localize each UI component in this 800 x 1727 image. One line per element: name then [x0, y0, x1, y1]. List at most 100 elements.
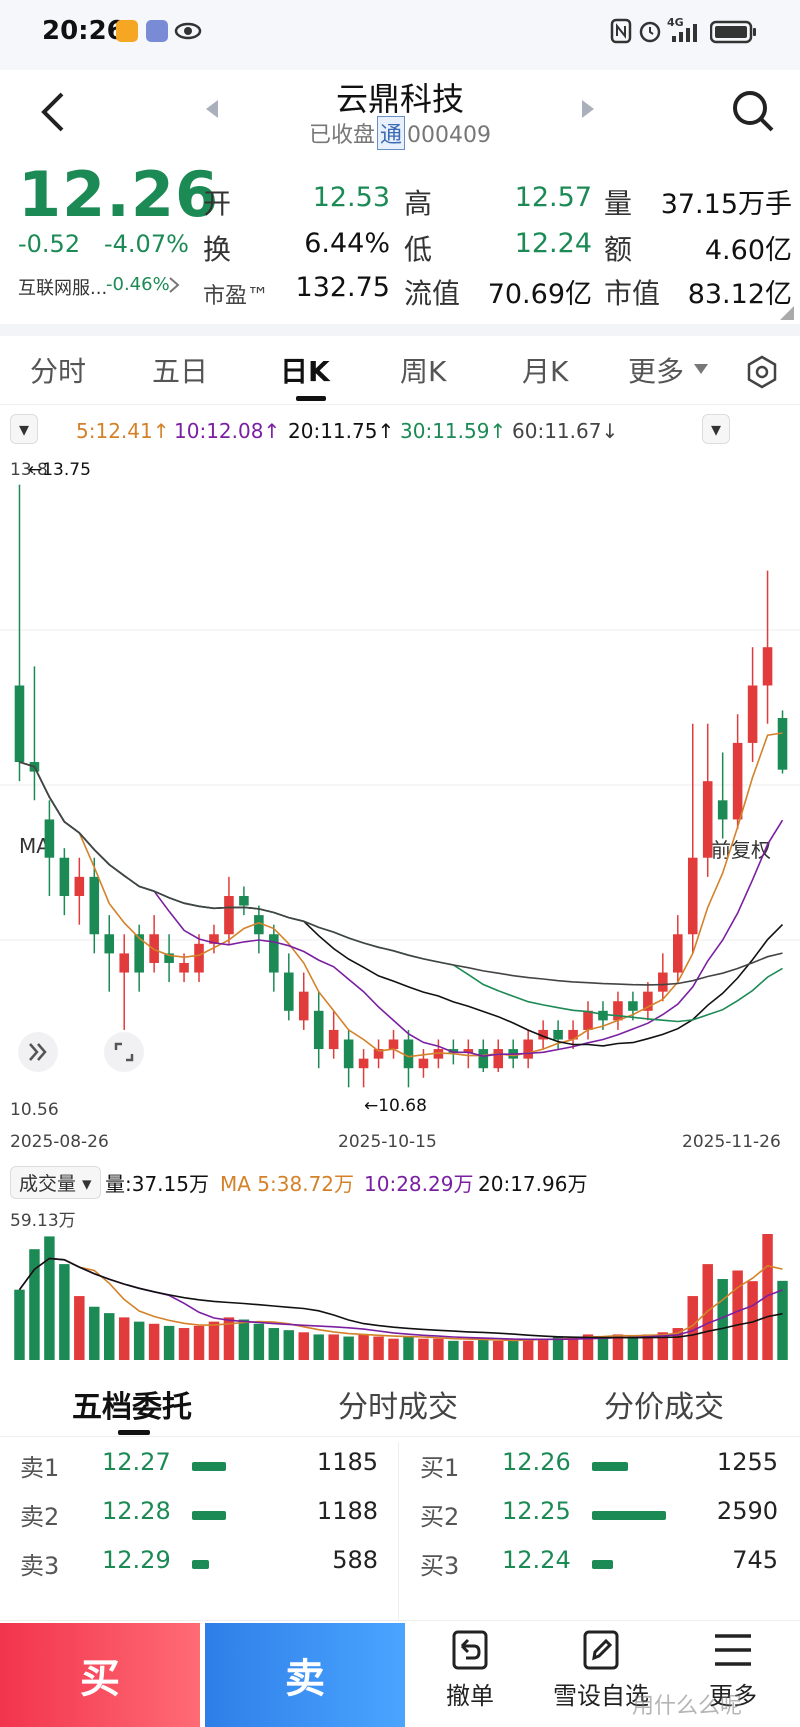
eye-icon: [174, 22, 202, 40]
candle-body: [433, 1049, 444, 1059]
date-label-end: 2025-11-26: [682, 1132, 781, 1152]
volume-bar: [238, 1319, 250, 1360]
ma20-line: [19, 761, 784, 1047]
volume-bar: [148, 1323, 160, 1360]
candle-body: [89, 876, 100, 935]
candle-body: [104, 934, 115, 954]
volume-ma20-line: [18, 1257, 783, 1339]
tab-weekly-k[interactable]: 周K: [400, 355, 447, 388]
tab-price-trades[interactable]: 分价成交: [604, 1390, 724, 1425]
tab-tick-trades[interactable]: 分时成交: [338, 1390, 458, 1425]
buy-level-1[interactable]: 买1 12.26 1255: [420, 1448, 790, 1488]
candle-body: [358, 1058, 369, 1069]
candle-body: [777, 718, 788, 770]
tab-more[interactable]: 更多: [628, 355, 685, 388]
candle-body: [403, 1039, 414, 1069]
watchlist-button[interactable]: 雪设自选: [536, 1630, 666, 1711]
volume-bar: [208, 1321, 220, 1360]
candle-body: [388, 1039, 399, 1050]
fast-forward-button[interactable]: [18, 1032, 58, 1072]
volume-label: 量: [604, 187, 633, 220]
sell-level-2[interactable]: 卖2 12.28 1188: [20, 1497, 390, 1537]
volume-selector[interactable]: 成交量 ▾: [10, 1166, 101, 1199]
fullscreen-button[interactable]: [104, 1032, 144, 1072]
volume-bar: [133, 1321, 145, 1360]
adjust-selector[interactable]: 前复权 ▾: [702, 414, 771, 862]
back-icon[interactable]: [38, 90, 68, 134]
volume-bar: [657, 1332, 669, 1360]
sector-name[interactable]: 互联网服...: [18, 278, 108, 299]
sell-button[interactable]: 卖: [205, 1623, 405, 1727]
volume-chart[interactable]: [0, 1200, 800, 1364]
next-stock-icon[interactable]: [580, 98, 596, 120]
chart-bottom-price: 10.56: [10, 1100, 59, 1120]
settings-hex-icon[interactable]: [744, 354, 780, 390]
stock-name: 云鼎科技: [335, 80, 464, 118]
volume-bar: [762, 1234, 773, 1360]
cancel-order-label: 撤单: [446, 1682, 494, 1710]
stock-header: 云鼎科技 已收盘通 000409: [0, 70, 800, 160]
price-change-pct: -4.07%: [104, 230, 189, 258]
kline-chart[interactable]: [0, 455, 800, 1115]
volume-bar: [642, 1334, 654, 1360]
status-bar: 20:26 4G: [0, 0, 800, 70]
sell-level-bar: [192, 1560, 209, 1569]
tab-intraday[interactable]: 分时: [30, 355, 87, 388]
buy-button[interactable]: 买: [0, 1623, 200, 1727]
sell-level-label: 卖2: [20, 1503, 60, 1531]
candle-body: [164, 953, 174, 963]
volume-ma5-line: [18, 1257, 783, 1342]
chevron-right-icon[interactable]: [168, 276, 180, 294]
ma-selector[interactable]: MA ▾: [10, 414, 50, 858]
volume-bar: [14, 1289, 25, 1360]
volume-bar: [373, 1336, 384, 1360]
volume-bar: [44, 1236, 55, 1360]
sell-level-1[interactable]: 卖1 12.27 1185: [20, 1448, 390, 1488]
notification-icon: [116, 20, 138, 42]
candle-body: [194, 943, 204, 973]
sell-level-label: 卖1: [20, 1454, 60, 1482]
candle-body: [209, 934, 219, 944]
buy-level-2[interactable]: 买2 12.25 2590: [420, 1497, 790, 1537]
candle-body: [613, 1001, 623, 1021]
candle-body: [59, 857, 70, 896]
buy-level-3[interactable]: 买3 12.24 745: [420, 1546, 790, 1586]
caret-down-icon[interactable]: [694, 364, 708, 374]
search-icon[interactable]: [730, 88, 776, 134]
prev-stock-icon[interactable]: [204, 98, 220, 120]
cancel-order-button[interactable]: 撤单: [405, 1630, 535, 1711]
menu-icon: [715, 1634, 751, 1666]
sell-level-qty: 1188: [316, 1497, 378, 1525]
sell-level-3[interactable]: 卖3 12.29 588: [20, 1546, 390, 1586]
ma10-value: 10:12.08↑: [174, 419, 281, 443]
volume-bar: [777, 1280, 788, 1360]
tab-five-day[interactable]: 五日: [152, 355, 209, 388]
ma60-value: 60:11.67↓: [512, 419, 619, 443]
volume-bar: [223, 1317, 235, 1360]
nfc-icon: [610, 18, 632, 44]
candle-body: [463, 1049, 474, 1053]
candle-body: [328, 1029, 339, 1050]
high-label: 高: [404, 187, 433, 220]
volume-bar: [433, 1338, 444, 1360]
candle-body: [343, 1039, 354, 1069]
volume-bar: [59, 1264, 70, 1360]
volume-bar: [687, 1296, 698, 1360]
volume-bar: [732, 1270, 743, 1360]
sell-level-price: 12.27: [102, 1448, 171, 1476]
expand-corner-icon[interactable]: [780, 306, 794, 320]
divider: [0, 1436, 800, 1437]
volume-ma5: MA 5:38.72万: [220, 1172, 355, 1196]
candle-body: [313, 1010, 324, 1050]
volume-bar: [507, 1340, 519, 1360]
pe-value: 132.75: [295, 272, 390, 303]
volume-bar: [298, 1332, 309, 1360]
volume-bar: [268, 1328, 280, 1360]
more-button[interactable]: 更多: [668, 1630, 798, 1711]
active-tab-indicator: [296, 396, 326, 401]
tab-monthly-k[interactable]: 月K: [522, 355, 569, 388]
turnover-label: 换: [203, 233, 232, 266]
tab-daily-k[interactable]: 日K: [280, 355, 330, 388]
tab-five-level[interactable]: 五档委托: [72, 1390, 192, 1425]
orderbook-tabs: 五档委托 分时成交 分价成交: [0, 1364, 800, 1436]
